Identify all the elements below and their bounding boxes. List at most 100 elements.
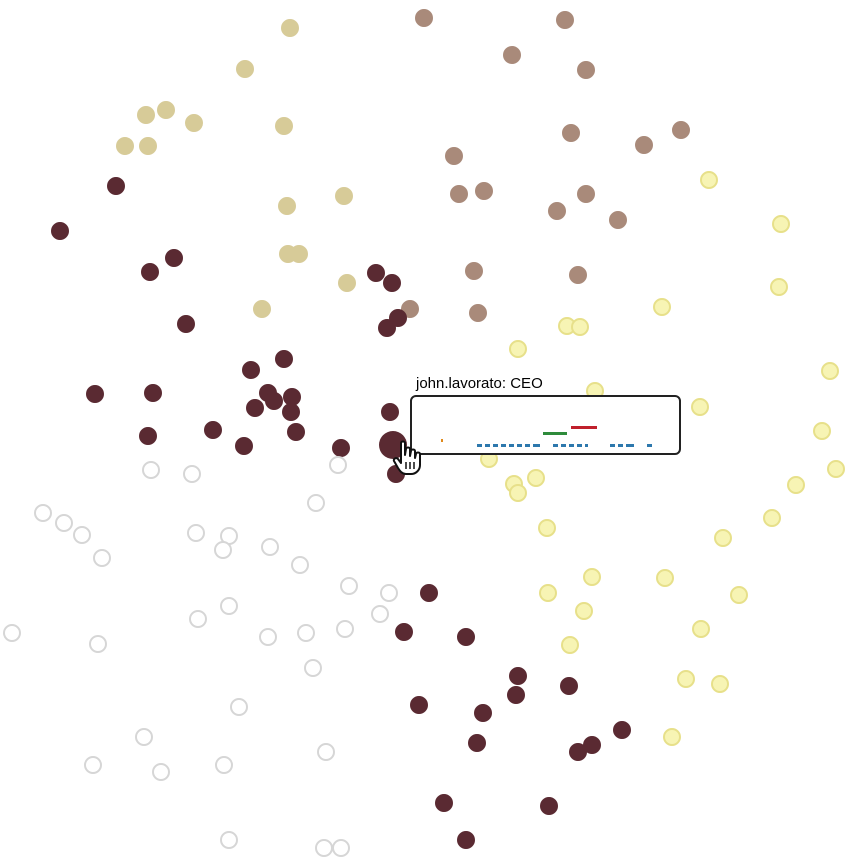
- node-point-maroon[interactable]: [139, 427, 157, 445]
- node-point-empty[interactable]: [73, 526, 91, 544]
- node-point-empty[interactable]: [183, 465, 201, 483]
- node-point-maroon[interactable]: [242, 361, 260, 379]
- node-point-yellow[interactable]: [711, 675, 729, 693]
- node-point-khaki[interactable]: [253, 300, 271, 318]
- node-point-yellow[interactable]: [821, 362, 839, 380]
- node-point-maroon[interactable]: [283, 388, 301, 406]
- node-point-empty[interactable]: [84, 756, 102, 774]
- node-point-maroon[interactable]: [51, 222, 69, 240]
- node-point-maroon[interactable]: [367, 264, 385, 282]
- node-point-yellow[interactable]: [571, 318, 589, 336]
- node-point-empty[interactable]: [93, 549, 111, 567]
- node-point-khaki[interactable]: [236, 60, 254, 78]
- node-point-maroon[interactable]: [457, 628, 475, 646]
- node-point-taupe[interactable]: [415, 9, 433, 27]
- node-point-maroon[interactable]: [468, 734, 486, 752]
- node-point-maroon[interactable]: [474, 704, 492, 722]
- node-point-empty[interactable]: [336, 620, 354, 638]
- node-point-maroon[interactable]: [560, 677, 578, 695]
- node-point-maroon[interactable]: [235, 437, 253, 455]
- node-point-empty[interactable]: [261, 538, 279, 556]
- node-point-maroon[interactable]: [246, 399, 264, 417]
- node-point-maroon[interactable]: [540, 797, 558, 815]
- node-point-yellow[interactable]: [561, 636, 579, 654]
- node-point-maroon[interactable]: [395, 623, 413, 641]
- node-point-empty[interactable]: [291, 556, 309, 574]
- node-point-khaki[interactable]: [338, 274, 356, 292]
- node-point-empty[interactable]: [304, 659, 322, 677]
- node-point-maroon[interactable]: [165, 249, 183, 267]
- node-point-empty[interactable]: [187, 524, 205, 542]
- node-point-yellow[interactable]: [663, 728, 681, 746]
- node-point-yellow[interactable]: [538, 519, 556, 537]
- node-point-khaki[interactable]: [290, 245, 308, 263]
- node-point-empty[interactable]: [189, 610, 207, 628]
- node-point-maroon[interactable]: [457, 831, 475, 849]
- node-point-empty[interactable]: [89, 635, 107, 653]
- node-point-empty[interactable]: [220, 831, 238, 849]
- node-point-taupe[interactable]: [577, 61, 595, 79]
- node-point-empty[interactable]: [34, 504, 52, 522]
- node-point-yellow[interactable]: [677, 670, 695, 688]
- node-point-maroon[interactable]: [107, 177, 125, 195]
- node-point-taupe[interactable]: [672, 121, 690, 139]
- node-point-taupe[interactable]: [556, 11, 574, 29]
- node-point-taupe[interactable]: [445, 147, 463, 165]
- node-point-taupe[interactable]: [577, 185, 595, 203]
- node-point-maroon[interactable]: [389, 309, 407, 327]
- node-point-empty[interactable]: [317, 743, 335, 761]
- node-point-khaki[interactable]: [137, 106, 155, 124]
- node-point-yellow[interactable]: [714, 529, 732, 547]
- node-point-empty[interactable]: [332, 839, 350, 857]
- node-point-empty[interactable]: [214, 541, 232, 559]
- node-point-yellow[interactable]: [827, 460, 845, 478]
- node-point-maroon[interactable]: [282, 403, 300, 421]
- node-point-taupe[interactable]: [635, 136, 653, 154]
- node-point-maroon[interactable]: [507, 686, 525, 704]
- node-point-empty[interactable]: [135, 728, 153, 746]
- node-point-empty[interactable]: [371, 605, 389, 623]
- node-point-taupe[interactable]: [450, 185, 468, 203]
- node-point-maroon[interactable]: [410, 696, 428, 714]
- node-point-empty[interactable]: [297, 624, 315, 642]
- node-point-empty[interactable]: [55, 514, 73, 532]
- node-point-taupe[interactable]: [569, 266, 587, 284]
- node-point-yellow[interactable]: [730, 586, 748, 604]
- node-point-empty[interactable]: [380, 584, 398, 602]
- node-point-empty[interactable]: [3, 624, 21, 642]
- node-point-yellow[interactable]: [509, 340, 527, 358]
- node-point-maroon[interactable]: [265, 392, 283, 410]
- node-point-empty[interactable]: [259, 628, 277, 646]
- node-point-maroon[interactable]: [583, 736, 601, 754]
- node-point-yellow[interactable]: [770, 278, 788, 296]
- node-point-maroon[interactable]: [509, 667, 527, 685]
- node-point-khaki[interactable]: [116, 137, 134, 155]
- node-point-maroon[interactable]: [332, 439, 350, 457]
- node-point-maroon[interactable]: [275, 350, 293, 368]
- node-point-yellow[interactable]: [656, 569, 674, 587]
- node-point-maroon[interactable]: [141, 263, 159, 281]
- node-point-maroon[interactable]: [569, 743, 587, 761]
- node-point-yellow[interactable]: [763, 509, 781, 527]
- node-point-khaki[interactable]: [281, 19, 299, 37]
- node-point-maroon[interactable]: [378, 319, 396, 337]
- node-point-yellow[interactable]: [772, 215, 790, 233]
- node-point-empty[interactable]: [142, 461, 160, 479]
- node-point-maroon[interactable]: [287, 423, 305, 441]
- node-point-empty[interactable]: [329, 456, 347, 474]
- node-point-empty[interactable]: [340, 577, 358, 595]
- node-point-maroon[interactable]: [177, 315, 195, 333]
- node-point-maroon[interactable]: [86, 385, 104, 403]
- node-point-taupe[interactable]: [562, 124, 580, 142]
- node-point-maroon[interactable]: [383, 274, 401, 292]
- node-point-empty[interactable]: [220, 597, 238, 615]
- node-point-khaki[interactable]: [185, 114, 203, 132]
- node-point-khaki[interactable]: [335, 187, 353, 205]
- node-point-khaki[interactable]: [275, 117, 293, 135]
- node-point-yellow[interactable]: [527, 469, 545, 487]
- node-point-taupe[interactable]: [475, 182, 493, 200]
- node-point-yellow[interactable]: [813, 422, 831, 440]
- node-point-yellow[interactable]: [700, 171, 718, 189]
- node-point-yellow[interactable]: [787, 476, 805, 494]
- node-point-empty[interactable]: [315, 839, 333, 857]
